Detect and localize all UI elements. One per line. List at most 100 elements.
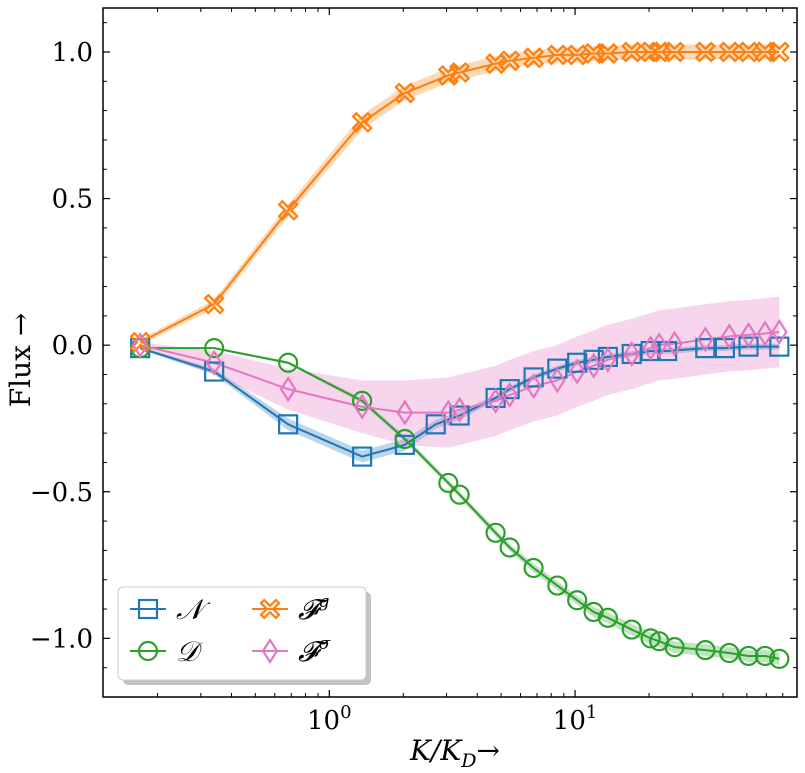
point-f-g bbox=[523, 47, 545, 69]
y-tick-label: 0.0 bbox=[52, 331, 93, 361]
point-f-g bbox=[663, 41, 686, 63]
point-f-sigma bbox=[650, 332, 668, 359]
point-n bbox=[769, 336, 790, 357]
point-f-sigma bbox=[131, 332, 149, 359]
point-n bbox=[204, 361, 225, 382]
legend-marker bbox=[137, 640, 159, 662]
point-f-g bbox=[351, 111, 373, 133]
y-tick-label: −1.0 bbox=[30, 624, 93, 654]
band-n bbox=[140, 343, 780, 463]
y-tick-label: 0.5 bbox=[52, 185, 93, 215]
point-f-g bbox=[449, 61, 471, 84]
point-n bbox=[695, 338, 716, 359]
point-f-sigma bbox=[756, 320, 774, 347]
line-f-g bbox=[139, 50, 780, 344]
point-f-sigma bbox=[205, 349, 223, 376]
point-f-g bbox=[648, 41, 670, 63]
point-f-sigma bbox=[279, 376, 297, 403]
point-f-g bbox=[394, 82, 416, 104]
point-f-sigma bbox=[568, 358, 586, 385]
point-f-g bbox=[546, 44, 568, 66]
legend-box bbox=[117, 586, 367, 681]
point-d bbox=[738, 645, 759, 667]
point-f-g bbox=[640, 41, 662, 63]
point-f-g bbox=[499, 50, 521, 72]
point-d bbox=[523, 557, 544, 579]
point-d bbox=[695, 639, 716, 661]
point-f-sigma bbox=[451, 396, 468, 423]
point-f-sigma bbox=[697, 326, 714, 353]
point-d bbox=[621, 619, 642, 640]
point-f-sigma bbox=[487, 387, 504, 414]
point-f-g bbox=[768, 41, 790, 63]
point-d bbox=[754, 645, 776, 667]
point-d bbox=[352, 390, 373, 411]
point-f-sigma bbox=[720, 323, 738, 350]
point-n bbox=[278, 414, 299, 435]
x-axis-label-sub: D bbox=[460, 750, 476, 772]
legend-marker bbox=[259, 598, 281, 620]
point-n bbox=[567, 352, 588, 373]
point-d bbox=[449, 484, 470, 505]
point-f-sigma bbox=[642, 335, 659, 362]
legend-marker bbox=[261, 637, 279, 665]
point-d bbox=[664, 637, 685, 658]
point-f-sigma bbox=[501, 381, 518, 409]
point-n bbox=[738, 336, 759, 357]
band-f-g bbox=[140, 44, 780, 346]
point-f-sigma bbox=[396, 399, 414, 426]
point-f-sigma bbox=[353, 393, 371, 420]
point-f-g bbox=[129, 331, 151, 353]
point-f-g bbox=[437, 64, 459, 86]
point-n bbox=[449, 405, 470, 426]
point-f-g bbox=[754, 41, 776, 63]
point-d bbox=[547, 575, 568, 596]
point-d bbox=[640, 628, 661, 649]
x-axis-label: K/KD→ bbox=[409, 734, 500, 772]
band-f-sigma bbox=[140, 296, 780, 448]
point-d bbox=[499, 537, 520, 558]
point-f-sigma bbox=[585, 352, 602, 379]
x-axis-label-arrow: → bbox=[477, 734, 500, 767]
point-f-sigma bbox=[525, 373, 542, 400]
point-f-sigma bbox=[666, 330, 683, 357]
point-f-sigma bbox=[771, 318, 788, 346]
point-f-g bbox=[203, 293, 225, 315]
y-tick-label: −0.5 bbox=[30, 478, 93, 508]
series-markers bbox=[129, 41, 790, 669]
x-tick-label: 101 bbox=[553, 702, 598, 736]
x-tick-label: 100 bbox=[307, 702, 352, 736]
x-axis-label-main: K/K bbox=[409, 734, 463, 767]
point-d bbox=[394, 428, 415, 450]
point-f-g bbox=[277, 199, 299, 221]
point-f-sigma bbox=[623, 340, 640, 368]
point-n bbox=[425, 414, 446, 435]
point-n bbox=[394, 434, 415, 455]
point-n bbox=[499, 379, 520, 400]
point-n bbox=[547, 358, 568, 379]
point-d bbox=[438, 472, 459, 494]
point-f-sigma bbox=[549, 367, 566, 394]
plot-frame bbox=[102, 7, 798, 698]
confidence-bands bbox=[140, 44, 780, 665]
point-n bbox=[523, 367, 544, 388]
point-n bbox=[352, 446, 373, 467]
point-d bbox=[583, 601, 604, 623]
point-f-g bbox=[583, 42, 605, 65]
point-n bbox=[583, 349, 604, 370]
point-d bbox=[204, 338, 225, 359]
point-f-g bbox=[597, 42, 619, 65]
y-axis-label: Flux → bbox=[4, 313, 37, 408]
legend-marker bbox=[137, 598, 159, 620]
point-d bbox=[567, 590, 588, 611]
axes: 1.0 0.5 0.0 −0.5 −1.0 100 101 bbox=[30, 8, 798, 736]
point-d bbox=[278, 352, 299, 373]
point-d bbox=[719, 642, 740, 664]
point-d bbox=[597, 607, 618, 628]
y-tick-label: 1.0 bbox=[52, 38, 93, 68]
point-f-g bbox=[694, 41, 716, 63]
point-f-sigma bbox=[740, 321, 757, 348]
point-d bbox=[769, 648, 790, 669]
